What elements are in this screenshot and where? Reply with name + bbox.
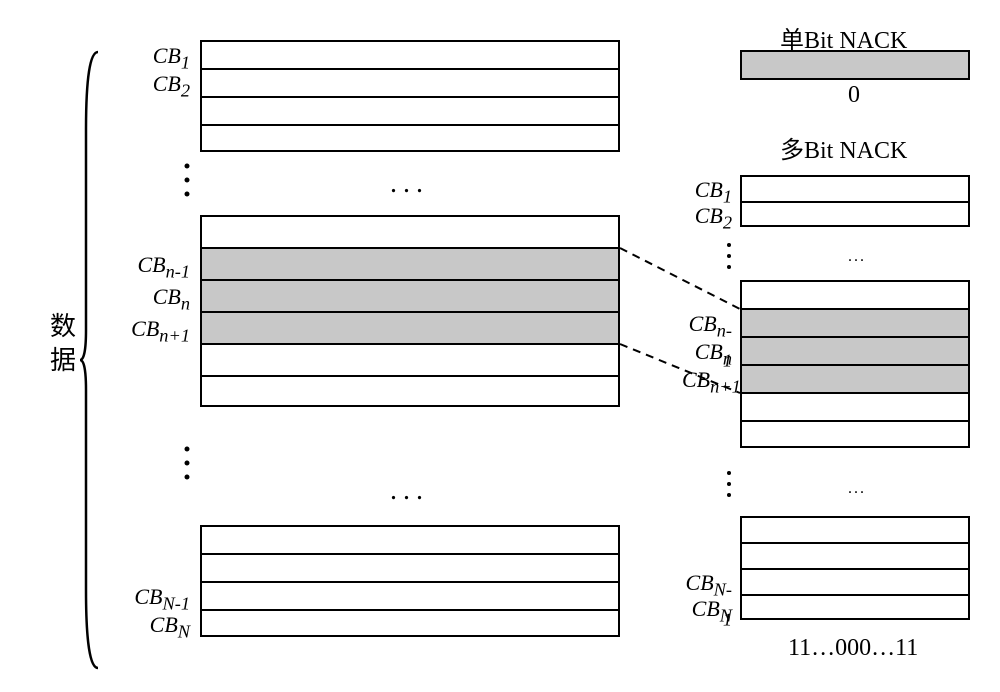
row-label: CB2 (682, 203, 732, 233)
block-row (742, 570, 968, 596)
single-nack-value: 0 (848, 82, 860, 109)
vdots-c1-1 (182, 162, 192, 203)
block-row (742, 310, 968, 338)
row-label: CBn (682, 339, 732, 369)
vlabel-char-1: 数 (50, 310, 76, 344)
vdots-c2-2 (725, 470, 733, 503)
block-row (202, 555, 618, 583)
block-row (202, 377, 618, 409)
diagram-root: 数 据 ... ... CB1CB2CBn-1CBnCBn+1CBN-1CBN … (20, 20, 980, 672)
vdots-c1-2 (182, 445, 192, 486)
data-vertical-label: 数 据 (50, 310, 76, 378)
row-label: CB1 (130, 43, 190, 73)
col2-block-2 (740, 280, 970, 448)
col2-block-1 (740, 175, 970, 227)
block-row (202, 583, 618, 611)
hdots-c2-2: ... (848, 480, 866, 498)
col1-block-2 (200, 215, 620, 407)
vdots-c2-1 (725, 242, 733, 275)
block-row (742, 422, 968, 450)
block-row (202, 98, 618, 126)
block-row (202, 217, 618, 249)
block-row (202, 42, 618, 70)
col1-block-3 (200, 525, 620, 637)
block-row (202, 345, 618, 377)
multi-nack-title: 多Bit NACK (780, 130, 907, 165)
block-row (742, 203, 968, 229)
vlabel-char-2: 据 (50, 344, 76, 378)
block-row (202, 281, 618, 313)
block-row (742, 518, 968, 544)
single-nack-box (740, 50, 970, 80)
row-label: CBn+1 (130, 316, 190, 346)
block-row (742, 394, 968, 422)
row-label: CBN (130, 612, 190, 642)
block-row (742, 596, 968, 622)
block-row (202, 313, 618, 345)
row-label: CBN (682, 596, 732, 626)
row-label: CBn (130, 284, 190, 314)
col2-block-3 (740, 516, 970, 620)
block-row (202, 70, 618, 98)
row-label: CBN-1 (130, 584, 190, 614)
hdots-c1-2: ... (390, 475, 429, 507)
block-row (202, 126, 618, 154)
row-label: CBn+1 (682, 367, 732, 397)
block-row (742, 338, 968, 366)
left-bracket (80, 50, 100, 670)
block-row (742, 282, 968, 310)
hdots-c2-1: ... (848, 248, 866, 266)
col1-block-1 (200, 40, 620, 152)
row-label: CB2 (130, 71, 190, 101)
block-row (202, 249, 618, 281)
row-label: CBn-1 (130, 252, 190, 282)
block-row (742, 177, 968, 203)
hdots-c1-1: ... (390, 168, 429, 200)
block-row (742, 544, 968, 570)
block-row (202, 611, 618, 639)
block-row (742, 366, 968, 394)
bottom-bits: 11…000…11 (788, 635, 918, 662)
block-row (202, 527, 618, 555)
